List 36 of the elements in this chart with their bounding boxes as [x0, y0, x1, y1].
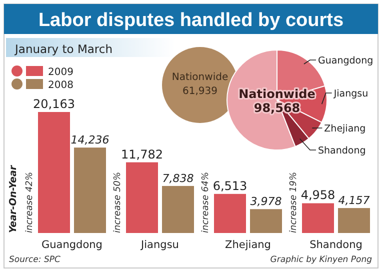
data-label: 7,838 [162, 172, 194, 185]
bar [38, 112, 70, 233]
data-label: 3,978 [250, 195, 282, 208]
data-label: 4,157 [338, 194, 370, 208]
bar [214, 194, 246, 233]
bar [126, 162, 158, 233]
text: Nationwide 61,939 [172, 72, 228, 97]
x-tick-label: Jiangsu [140, 239, 179, 251]
slice-label: Guangdong [318, 56, 374, 66]
chart-title: Labor disputes handled by courts [38, 10, 344, 31]
data-label: 20,163 [33, 97, 75, 111]
legend-label: 2009 [48, 67, 74, 78]
text: Year-On-Year [8, 164, 19, 233]
annotation: increase 42% [25, 172, 35, 233]
annotation: increase 50% [113, 172, 123, 233]
source-note: Source: SPC [9, 255, 60, 265]
data-label: 14,236 [70, 134, 110, 147]
slice-label: Zhejiang [324, 124, 366, 134]
x-tick-label: Zhejiang [225, 239, 271, 251]
bar [302, 203, 334, 233]
slice-label: Jiangsu [332, 88, 368, 100]
data-label: 11,782 [121, 147, 163, 162]
x-tick-label: Guangdong [42, 239, 102, 251]
data-label: 4,958 [300, 188, 336, 202]
bar [74, 148, 106, 233]
bar [338, 208, 370, 233]
annotation: increase 19% [289, 172, 299, 233]
slice-label: Shandong [318, 146, 366, 156]
chart-subtitle: January to March [14, 42, 113, 56]
x-tick-label: Shandong [310, 239, 362, 251]
data-label: 6,513 [212, 178, 248, 193]
bar [250, 209, 282, 233]
text: Graphic by Kinyen Pong [270, 255, 373, 265]
annotation: increase 64% [201, 172, 211, 233]
legend-label: 2008 [48, 80, 74, 91]
bar [162, 186, 194, 233]
